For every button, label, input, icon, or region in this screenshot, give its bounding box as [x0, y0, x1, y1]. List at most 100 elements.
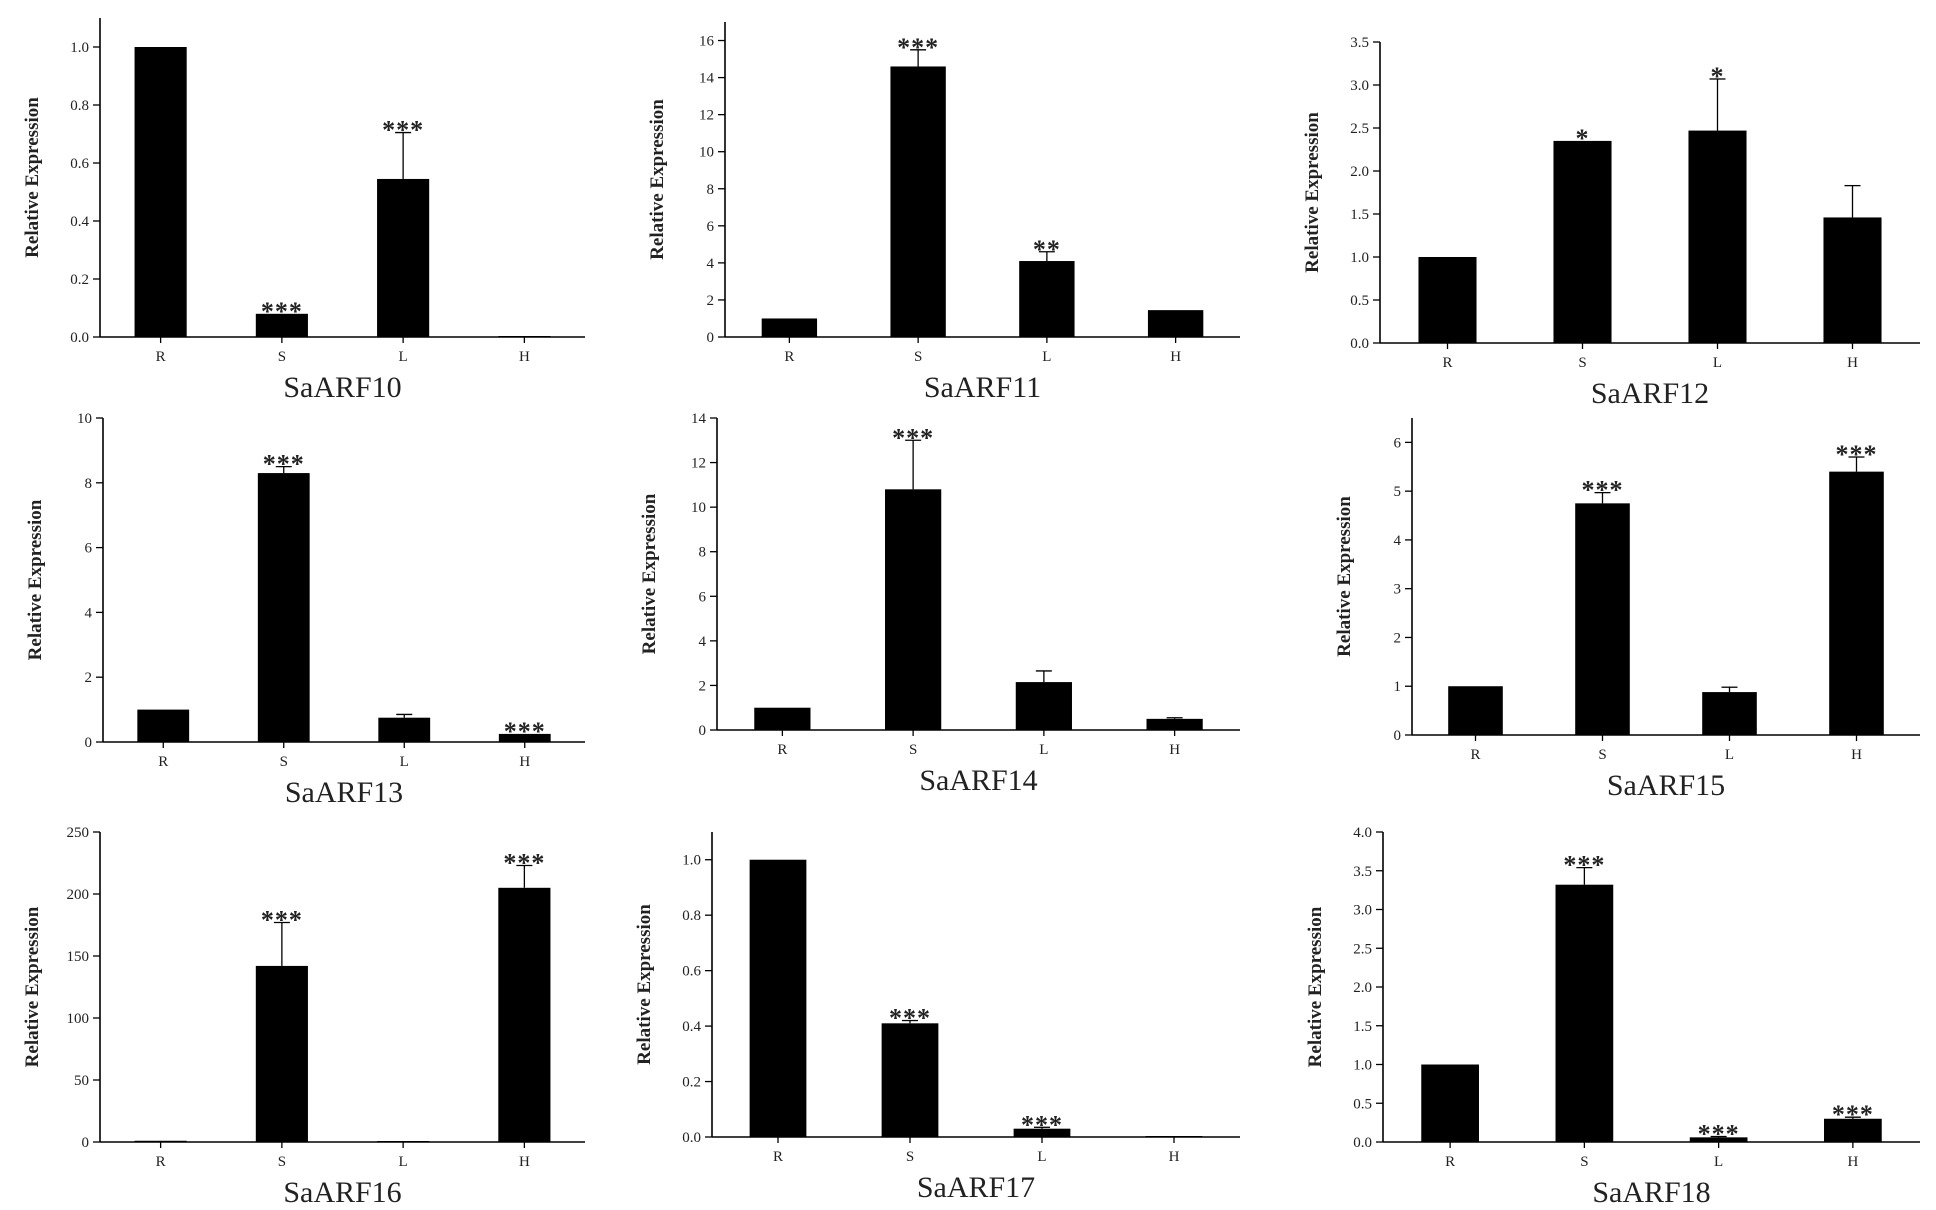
y-tick-label: 8: [707, 182, 715, 198]
significance-L: ***: [1698, 1120, 1740, 1149]
y-tick-label: 8: [699, 545, 707, 561]
bar-H: [498, 733, 551, 742]
bar-R: [134, 1140, 187, 1142]
chart-title: SaARF12: [1591, 377, 1709, 410]
y-tick-label: 50: [74, 1073, 89, 1089]
x-tick-label: H: [519, 349, 530, 365]
bar-S: [1575, 503, 1630, 735]
significance-S: ***: [263, 450, 305, 479]
chart-title: SaARF16: [283, 1176, 401, 1209]
significance-S: ***: [897, 33, 939, 62]
y-tick-label: 0.0: [70, 330, 89, 346]
significance-S: ***: [261, 906, 303, 935]
x-tick-label: H: [1170, 349, 1181, 365]
y-tick-label: 1.5: [1353, 1019, 1372, 1035]
y-tick-label: 200: [67, 887, 90, 903]
y-tick-label: 0.2: [70, 272, 89, 288]
y-tick-label: 2: [1394, 630, 1402, 646]
x-tick-label: H: [1847, 355, 1858, 371]
y-tick-label: 100: [67, 1011, 90, 1027]
x-tick-label: H: [1851, 747, 1862, 763]
y-axis-label: Relative Expression: [639, 493, 660, 654]
y-tick-label: 2.0: [1353, 980, 1372, 996]
significance-S: ***: [892, 423, 934, 452]
y-tick-label: 0.8: [70, 98, 89, 114]
y-tick-label: 250: [67, 825, 90, 841]
significance-H: ***: [1836, 440, 1878, 469]
y-tick-label: 2: [85, 670, 93, 686]
bar-H: [1146, 718, 1203, 730]
significance-H: ***: [503, 848, 545, 877]
y-tick-label: 2.5: [1353, 941, 1372, 957]
y-tick-label: 0: [707, 330, 715, 346]
y-axis-label: Relative Expression: [22, 97, 43, 258]
significance-S: *: [1576, 124, 1590, 153]
y-tick-label: 1: [1394, 679, 1402, 695]
y-tick-label: 0.5: [1350, 293, 1369, 309]
bar-H: [1829, 471, 1884, 735]
y-tick-label: 1.0: [1353, 1058, 1372, 1074]
chart-SaARF11: 0 2 4 6 8 10 12 14 16 R *** S ** L H Relative Expressio…: [647, 22, 1240, 404]
significance-L: **: [1033, 235, 1061, 264]
chart-title: SaARF17: [917, 1171, 1035, 1204]
x-tick-label: S: [278, 1154, 286, 1170]
x-tick-label: L: [399, 1154, 408, 1170]
chart-title: SaARF10: [283, 371, 401, 404]
bar-R: [761, 318, 818, 337]
y-tick-label: 4: [1394, 533, 1402, 549]
x-tick-label: L: [1713, 355, 1722, 371]
chart-SaARF12: 0.0 0.5 1.0 1.5 2.0 2.5 3.0 3.5 R * S * L H Relative E…: [1302, 35, 1920, 410]
bar-H: [1147, 310, 1204, 337]
y-tick-label: 2.5: [1350, 121, 1369, 137]
x-tick-label: S: [1598, 747, 1606, 763]
y-tick-label: 2: [699, 678, 707, 694]
bar-H: [1824, 1118, 1882, 1142]
bar-S: [885, 489, 942, 730]
y-tick-label: 4: [707, 256, 715, 272]
y-axis-label: Relative Expression: [647, 99, 668, 260]
x-tick-label: R: [1470, 747, 1480, 763]
y-tick-label: 0.0: [1353, 1135, 1372, 1151]
y-tick-label: 12: [691, 456, 706, 472]
x-tick-label: L: [399, 349, 408, 365]
y-tick-label: 0: [85, 735, 93, 751]
bar-R: [1418, 257, 1477, 343]
x-tick-label: S: [906, 1149, 914, 1165]
x-tick-label: H: [1847, 1154, 1858, 1170]
y-tick-label: 3.5: [1350, 35, 1369, 51]
bar-S: [255, 965, 308, 1142]
x-tick-label: L: [1039, 742, 1048, 758]
y-tick-label: 0.5: [1353, 1096, 1372, 1112]
x-tick-label: L: [1725, 747, 1734, 763]
chart-title: SaARF18: [1592, 1176, 1710, 1209]
bar-R: [754, 707, 811, 730]
bar-R: [134, 47, 187, 337]
y-tick-label: 0.2: [682, 1075, 701, 1091]
y-axis-label: Relative Expression: [22, 906, 43, 1067]
significance-H: ***: [1832, 1100, 1874, 1129]
x-tick-label: S: [1580, 1154, 1588, 1170]
y-tick-label: 1.5: [1350, 207, 1369, 223]
bar-S: [881, 1023, 939, 1137]
y-tick-label: 1.0: [682, 853, 701, 869]
y-tick-label: 12: [699, 108, 714, 124]
x-tick-label: S: [1578, 355, 1586, 371]
x-tick-label: R: [158, 754, 168, 770]
x-tick-label: R: [156, 1154, 166, 1170]
y-tick-label: 6: [699, 589, 707, 605]
chart-SaARF14: 0 2 4 6 8 10 12 14 R *** S L H Relative Expression SaA…: [639, 411, 1240, 797]
y-tick-label: 0.6: [70, 156, 89, 172]
y-tick-label: 4.0: [1353, 825, 1372, 841]
y-tick-label: 1.0: [1350, 250, 1369, 266]
significance-S: ***: [889, 1004, 931, 1033]
x-tick-label: R: [156, 349, 166, 365]
significance-S: ***: [1582, 476, 1624, 505]
bar-S: [1553, 140, 1612, 343]
x-tick-label: H: [519, 754, 530, 770]
y-tick-label: 2: [707, 293, 715, 309]
y-axis-label: Relative Expression: [1334, 496, 1355, 657]
chart-title: SaARF13: [285, 776, 403, 809]
x-tick-label: L: [1037, 1149, 1046, 1165]
y-tick-label: 0: [82, 1135, 90, 1151]
